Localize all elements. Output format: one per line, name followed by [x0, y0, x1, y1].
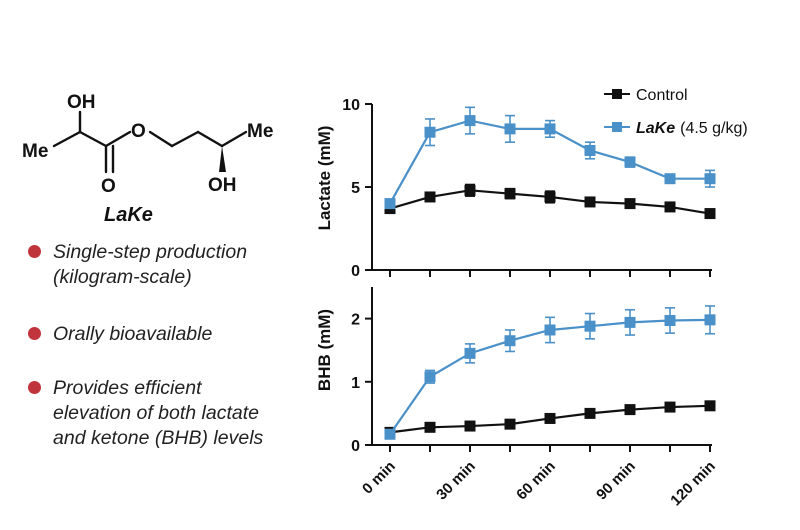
atom-oh-bottom: OH [208, 175, 237, 196]
legend-control-marker [612, 89, 622, 99]
bhb-point [584, 320, 596, 332]
bullet-text: Provides efficient elevation of both lac… [53, 376, 263, 451]
bond [148, 130, 174, 148]
lactate-point [544, 191, 556, 203]
bhb-point [704, 400, 716, 412]
legend-control-label: Control [636, 87, 688, 104]
lactate-point [504, 188, 516, 200]
bhb-point [624, 404, 636, 416]
bhb-point [504, 335, 516, 347]
bhb-y-tick-label: 0 [351, 438, 360, 455]
lactate-y-tick-label: 10 [342, 97, 360, 114]
x-tick-label: 30 min [433, 458, 479, 504]
lactate-point [664, 201, 676, 213]
legend-lake-marker [612, 122, 622, 132]
bond [78, 130, 108, 148]
bullet-item: Provides efficient elevation of both lac… [28, 376, 263, 451]
x-tick-label: 60 min [513, 458, 559, 504]
bhb-y-tick-label: 2 [351, 312, 360, 329]
lactate-y-tick-label: 5 [351, 180, 360, 197]
atom-o-ester: O [131, 121, 146, 142]
bullet-text: Single-step production (kilogram-scale) [53, 240, 247, 290]
lactate-point [584, 196, 596, 208]
bhb-point [424, 421, 436, 433]
lactate-point [384, 198, 396, 210]
bond [170, 130, 200, 148]
y-axis-label-bhb: BHB (mM) [315, 309, 334, 391]
lactate-point [464, 184, 476, 196]
bond [52, 130, 82, 148]
atom-oh-top: OH [67, 92, 96, 113]
bhb-point [464, 347, 476, 359]
bullet-line: (kilogram-scale) [53, 266, 192, 288]
lactate-point [504, 123, 516, 135]
lactate-point [584, 144, 596, 156]
bhb-point [544, 412, 556, 424]
bhb-point [424, 371, 436, 383]
lactate-point [664, 173, 676, 185]
bhb-point [664, 401, 676, 413]
atom-o-carbonyl: O [101, 176, 116, 197]
lactate-point [624, 156, 636, 168]
lactate-point [424, 126, 436, 138]
wedge-bond [219, 146, 226, 172]
bhb-point [584, 407, 596, 419]
bullet-text: Orally bioavailable [53, 322, 212, 347]
bullet-line: Single-step production [53, 241, 248, 263]
bullet-item: Single-step production (kilogram-scale) [28, 240, 247, 290]
bhb-point [384, 428, 396, 440]
lactate-point [624, 198, 636, 210]
lactate-panel: 0 5 10 [342, 97, 716, 280]
bhb-point [704, 314, 716, 326]
bhb-point [464, 420, 476, 432]
legend: Control LaKe (4.5 g/kg) [604, 87, 748, 137]
legend-lake-dose: (4.5 g/kg) [680, 120, 748, 137]
bhb-point [504, 418, 516, 430]
bullet-line: Orally bioavailable [53, 323, 213, 345]
bullet-line: and ketone (BHB) levels [53, 427, 264, 449]
bond [104, 130, 132, 148]
lactate-point [424, 191, 436, 203]
x-tick-label: 120 min [667, 458, 719, 510]
legend-lake-label: LaKe (4.5 g/kg) [636, 120, 748, 137]
bhb-point [544, 324, 556, 336]
lactate-point [464, 115, 476, 127]
lactate-point [704, 208, 716, 220]
lactate-point [704, 173, 716, 185]
bond [196, 130, 224, 148]
bullet-item: Orally bioavailable [28, 322, 212, 347]
bhb-point [664, 314, 676, 326]
bullet-dot [28, 245, 41, 258]
legend-lake-name: LaKe [636, 120, 675, 137]
bullet-dot [28, 327, 41, 340]
x-tick-label: 0 min [359, 458, 399, 498]
compound-name: LaKe [104, 204, 153, 226]
bhb-point [624, 316, 636, 328]
x-tick-label: 90 min [593, 458, 639, 504]
bullet-line: Provides efficient [53, 377, 202, 399]
lactate-point [544, 123, 556, 135]
bullet-dot [28, 381, 41, 394]
lactate-y-tick-label: 0 [351, 263, 360, 280]
bhb-y-tick-label: 1 [351, 375, 360, 392]
lake-structure [52, 110, 248, 174]
y-axis-label-lactate: Lactate (mM) [315, 126, 334, 231]
bond [220, 130, 248, 148]
atom-me-left: Me [22, 141, 48, 162]
bullet-line: elevation of both lactate [53, 402, 259, 424]
atom-me-right: Me [247, 121, 273, 142]
